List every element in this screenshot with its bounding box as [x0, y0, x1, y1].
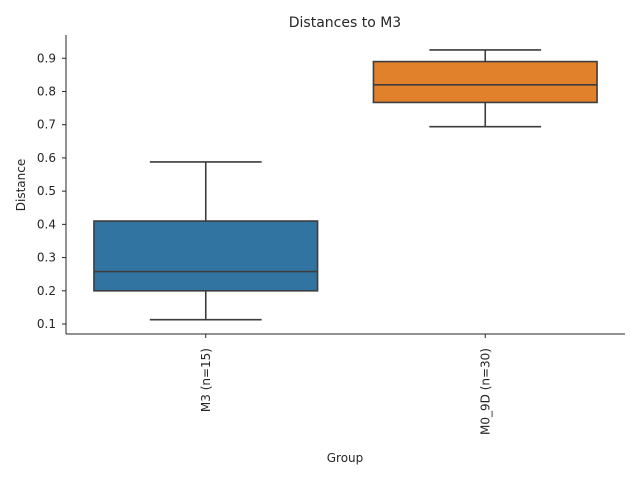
y-tick-label: 0.2 [37, 284, 56, 298]
y-tick-label: 0.3 [37, 251, 56, 265]
y-tick-label: 0.4 [37, 217, 56, 231]
y-tick-label: 0.6 [37, 151, 56, 165]
x-tick-label: M0_9D (n=30) [478, 348, 492, 435]
y-tick-label: 0.8 [37, 84, 56, 98]
x-axis-label: Group [327, 451, 364, 465]
y-tick-label: 0.7 [37, 118, 56, 132]
y-tick-label: 0.9 [37, 51, 56, 65]
y-tick-label: 0.5 [37, 184, 56, 198]
iqr-box [93, 220, 319, 292]
y-axis-ticks: 0.1 0.2 0.3 0.4 0.5 0.6 0.7 0.8 0.9 [37, 51, 66, 331]
y-axis-label: Distance [14, 159, 28, 211]
y-tick-label: 0.1 [37, 317, 56, 331]
box-0 [93, 161, 319, 321]
x-tick-label: M3 (n=15) [199, 348, 213, 412]
x-axis-ticks: M3 (n=15) M0_9D (n=30) [199, 334, 492, 435]
box-series [93, 49, 598, 321]
box-1 [372, 49, 598, 128]
iqr-box [372, 60, 598, 104]
chart-title: Distances to M3 [289, 15, 401, 31]
